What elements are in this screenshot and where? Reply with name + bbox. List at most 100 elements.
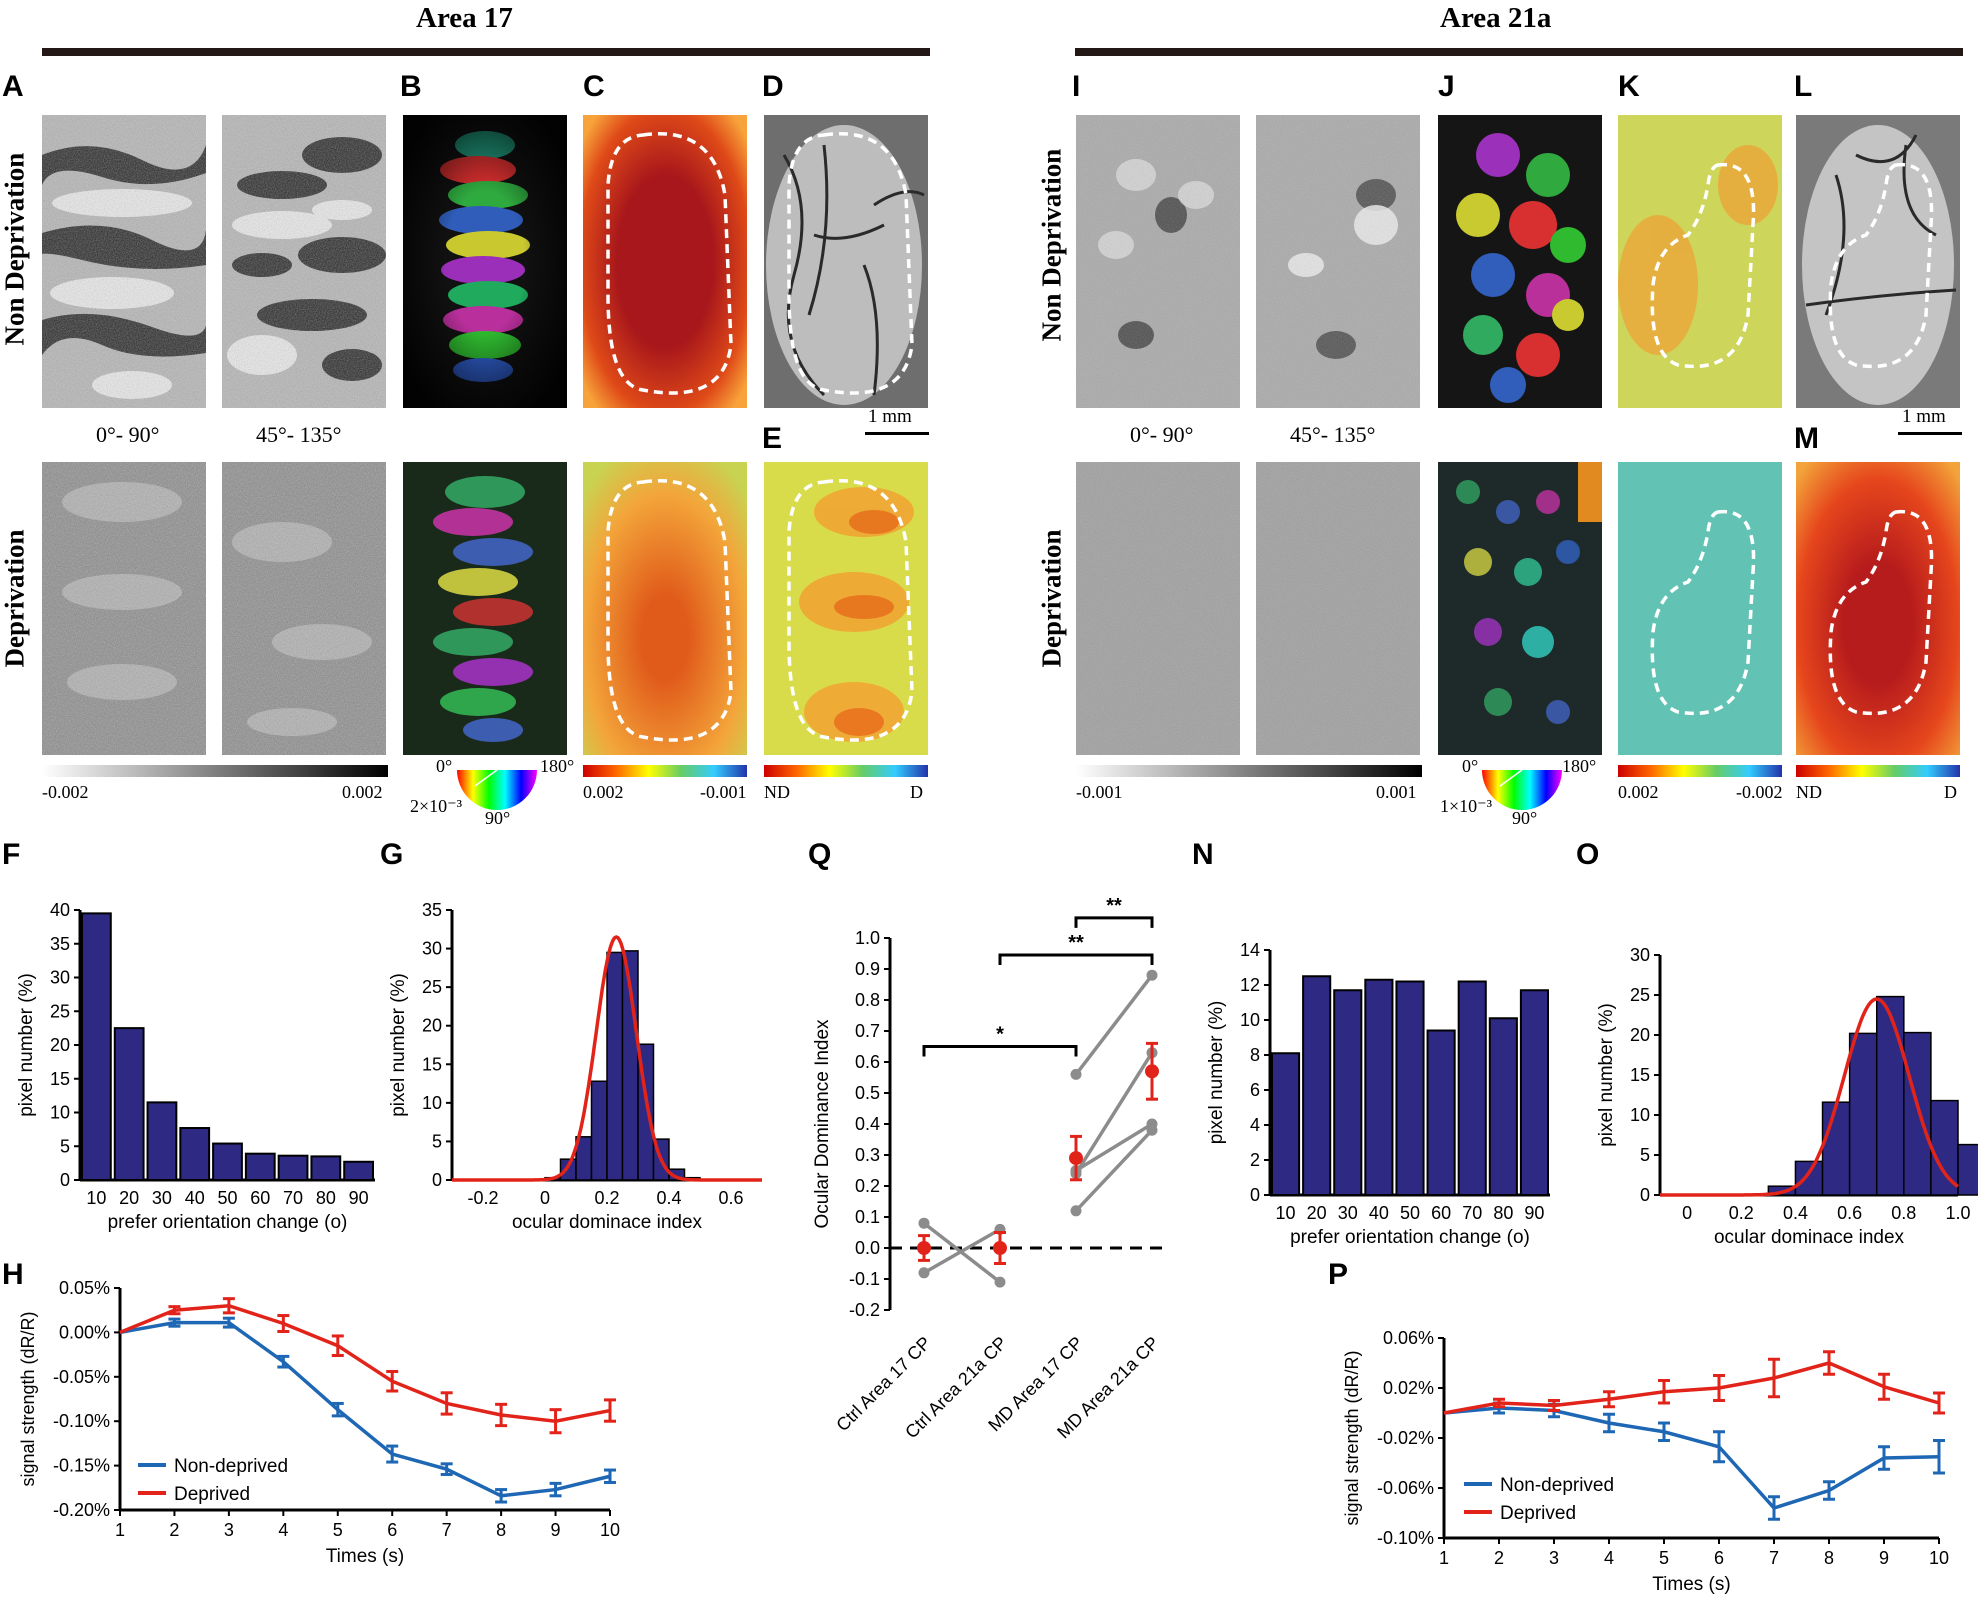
a21-orient-label-45-135: 45°- 135° [1290,422,1376,447]
G-x-tick-label: 0.4 [656,1188,681,1208]
F-x-tick-label: 10 [86,1188,106,1208]
H-x-tick-label: 2 [169,1520,179,1540]
a17-nondep-map-0-90 [42,115,206,408]
panel-label-p: P [1328,1258,1349,1291]
G-x-label: ocular dominace index [512,1212,703,1233]
Q-pair-line [923,1227,1001,1275]
a21-m-colorbar-right: D [1944,782,1957,802]
a17-orient-label-45-135: 45°- 135° [256,422,342,447]
Q-mean-point [1069,1151,1083,1166]
N-x-tick-label: 20 [1307,1203,1327,1223]
area21a-rule [1075,48,1963,56]
G-y-tick-label: 15 [422,1054,442,1074]
O-bar [1957,1143,1978,1196]
Q-point [1146,1124,1158,1136]
H-y-tick-label: 0.05% [59,1278,110,1298]
a17-dep-od-map [583,462,747,755]
F-y-tick-label: 15 [50,1069,70,1089]
panel-label-j: J [1438,70,1455,103]
panel-label-f: F [2,838,21,871]
Q-y-tick-label: 1.0 [855,928,880,948]
panel-label-b: B [400,70,422,103]
F-bar [81,912,112,1181]
G-y-tick-label: 20 [422,1016,442,1036]
Q-y-tick-label: -0.2 [849,1300,880,1320]
P-x-tick-label: 10 [1929,1548,1949,1568]
O-gaussian-fit [1660,997,1959,1197]
G-y-label: pixel number (%) [388,973,409,1117]
a21-nondep-map-45-135 [1256,115,1420,408]
Q-mean-point [1145,1064,1159,1079]
a21-jet-colorbar-k [1618,765,1782,777]
N-y-tick-label: 8 [1250,1045,1260,1065]
O-y-tick-label: 25 [1630,985,1650,1005]
Q-significance-mark: * [996,1024,1004,1046]
P-x-tick-label: 2 [1494,1548,1504,1568]
Q-y-label: Ocular Dominance Index [812,1019,833,1229]
N-x-tick-label: 60 [1431,1203,1451,1223]
Q-point [1070,1205,1082,1217]
P-series-line [1443,1406,1940,1511]
F-x-tick-label: 30 [152,1188,172,1208]
Q-point [994,1276,1006,1288]
H-series-line [119,1320,611,1498]
area21a-title: Area 21a [1440,2,1552,34]
a21-nondep-polar-map [1438,115,1602,408]
a21-gray-colorbar-min: -0.001 [1076,782,1123,802]
P-x-tick-label: 3 [1549,1548,1559,1568]
panel-label-a: A [2,70,24,103]
F-bar [146,1101,178,1181]
panel-label-n: N [1192,838,1214,871]
P-y-tick-label: -0.02% [1377,1428,1434,1448]
N-bar [1364,978,1394,1196]
N-y-label: pixel number (%) [1206,1001,1227,1145]
a17-vessel-image [764,115,928,408]
F-x-tick-label: 70 [283,1188,303,1208]
H-y-tick-label: -0.15% [53,1456,110,1476]
G-y-tick-label: 10 [422,1093,442,1113]
O-bar [1794,1160,1824,1196]
Q-pair-line [1074,974,1154,1076]
Q-mean-point [917,1241,931,1255]
a21-m-colorbar-left: ND [1796,782,1822,802]
N-bar [1333,989,1363,1196]
N-bar [1457,980,1487,1196]
F-x-tick-label: 20 [119,1188,139,1208]
a21-gray-colorbar-max: 0.001 [1376,782,1417,802]
panel-label-e: E [762,422,783,455]
Q-pair-line [1075,1122,1153,1172]
F-x-tick-label: 40 [185,1188,205,1208]
G-y-tick-label: 5 [432,1131,442,1151]
a17-c-colorbar-right: -0.001 [700,782,747,802]
a17-nondep-polar-map [403,115,567,408]
G-bar [668,1168,686,1181]
G-y-tick-label: 30 [422,939,442,959]
P-x-tick-label: 1 [1439,1548,1449,1568]
O-x-tick-label: 0.4 [1783,1203,1808,1223]
Q-y-tick-label: 0.0 [855,1238,880,1258]
F-bar [343,1160,375,1181]
a17-orient-label-0-90: 0°- 90° [96,422,160,447]
a17-e-colorbar-left: ND [764,782,790,802]
O-x-label: ocular dominace index [1714,1227,1905,1248]
N-x-tick-label: 70 [1462,1203,1482,1223]
panel-label-l: L [1794,70,1813,103]
Q-y-tick-label: 0.9 [855,959,880,979]
N-bar [1302,975,1332,1196]
O-y-tick-label: 30 [1630,945,1650,965]
panel-label-q: Q [808,838,832,871]
Q-y-tick-label: 0.5 [855,1083,880,1103]
Q-pair-line [1074,1128,1154,1213]
Q-significance-bracket [922,1045,1078,1057]
N-x-label: prefer orientation change (o) [1290,1227,1530,1248]
N-x-tick-label: 90 [1524,1203,1544,1223]
H-x-tick-label: 6 [387,1520,397,1540]
N-bar [1488,1017,1518,1196]
chart-f-orientation-histogram-a17: 0 5 10 15 20 25 30 35 40 10 20 30 40 50 60 70 80 90prefer… [16,900,375,1233]
O-bar [1930,1099,1959,1196]
a17-dep-polar-map [403,462,567,755]
N-x-tick-label: 10 [1276,1203,1296,1223]
G-bar [590,1080,608,1181]
F-bar [179,1127,211,1181]
Q-pair-line [1074,1051,1154,1175]
